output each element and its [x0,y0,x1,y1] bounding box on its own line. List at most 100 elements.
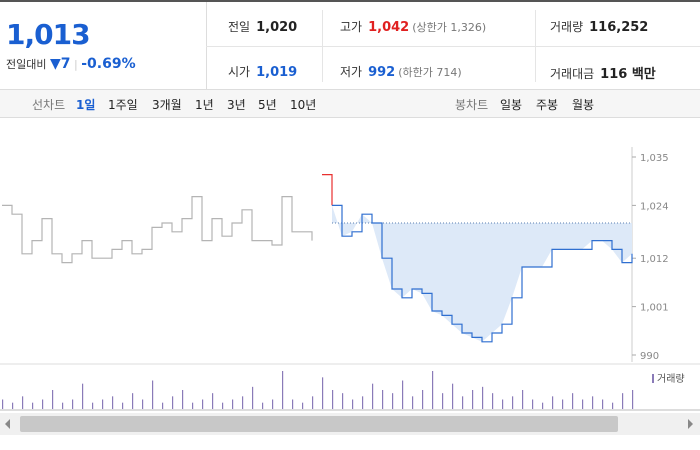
volume-bar [342,393,344,409]
stat-label: 시가 [228,65,251,79]
stat: 고가 1,042 (상한가 1,326) [340,18,486,35]
change-label: 전일대비 [6,58,47,71]
volume-bar [12,402,14,409]
volume-bar [432,371,434,409]
volume-bar [162,402,164,409]
volume-bar [92,402,94,409]
volume-bar [582,399,584,409]
tab[interactable]: 5년 [258,98,277,112]
tab-group-label: 봉차트 [455,98,489,112]
tab[interactable]: 3개월 [152,98,182,112]
volume-bar [22,396,24,409]
stats-divider [206,46,700,47]
stat: 저가 992 (하한가 714) [340,63,462,80]
y-tick-label: 1,024 [640,201,669,212]
volume-bar [572,393,574,409]
scroll-left[interactable] [5,419,10,429]
volume-bar [222,402,224,409]
volume-bar [282,371,284,409]
volume-bar [52,390,54,409]
volume-bar [412,396,414,409]
stat: 전일 1,020 [228,18,297,35]
stat-label: 고가 [340,20,363,34]
scrollbar-thumb[interactable] [20,416,618,432]
stat-value: 1,019 [256,65,298,80]
tab[interactable]: 일봉 [500,98,523,112]
stat-value: 116,252 [589,20,649,35]
tab-bar: 선차트 1일 1주일 3개월 1년 3년 5년 10년 봉차트 일봉 주봉 월봉 [0,90,700,118]
stat-note: (상한가 1,326) [412,21,487,34]
volume-bar [422,390,424,409]
price-line [322,174,333,206]
tab-group-label: 선차트 [32,98,66,112]
volume-bar [632,390,634,409]
volume-bar [232,399,234,409]
volume-bar [592,396,594,409]
volume-bar [242,396,244,409]
quote-header: 1,013 전일대비 ▼7 | -0.69% 전일 1,020 고가 1,042 (상한… [0,0,700,90]
stat-value: 992 [368,65,396,80]
volume-bar [522,390,524,409]
change-value: 7 [60,56,71,72]
volume-bar [402,380,404,409]
volume-bar [82,383,84,409]
stat: 시가 1,019 [228,63,297,80]
volume-bar [2,399,4,409]
price-line [2,196,313,264]
tab[interactable]: 1주일 [108,98,138,112]
volume-bar [542,402,544,409]
y-tick-label: 990 [640,351,659,362]
volume-bar [152,380,154,409]
volume-bar [322,377,324,409]
volume-bar [502,399,504,409]
tab[interactable]: 1년 [195,98,214,112]
volume-bar [32,402,34,409]
volume-bar [362,396,364,409]
change: 전일대비 ▼7 | -0.69% [6,56,136,72]
volume-bar [622,393,624,409]
price-line [332,204,633,343]
volume-bar [562,399,564,409]
area [332,205,632,342]
volume-bar [442,393,444,409]
volume-bar [72,399,74,409]
tab[interactable]: 1일 [76,98,96,112]
scroll-right[interactable] [688,419,693,429]
volume-bar [452,383,454,409]
tab[interactable]: 주봉 [536,98,559,112]
volume-bar [262,402,264,409]
volume-bar [172,396,174,409]
volume-bar [252,386,254,409]
stat-value: 1,042 [368,20,410,35]
stat-note: (하한가 714) [398,66,462,79]
tab[interactable]: 월봉 [572,98,595,112]
volume-bar [42,399,44,409]
volume-bar [352,399,354,409]
volume-bar [372,383,374,409]
price: 1,013 [6,18,91,51]
volume-bar [122,402,124,409]
volume-bar [62,402,64,409]
y-tick-label: 1,012 [640,254,669,265]
legend-label: 거래량 [657,373,685,385]
y-tick-label: 1,001 [640,303,669,314]
volume-bar [602,399,604,409]
volume-bar [112,396,114,409]
volume-bar [142,399,144,409]
volume-bar [292,399,294,409]
volume-bar [312,396,314,409]
stat: 거래량 116,252 [550,18,648,35]
stat: 거래대금 116 백만 [550,63,656,82]
tab[interactable]: 10년 [290,98,317,112]
volume-bar [102,399,104,409]
volume-bar [512,396,514,409]
y-tick-label: 1,035 [640,153,669,164]
stat-label: 저가 [340,65,363,79]
volume-bar [302,402,304,409]
change-arrow: ▼ [49,56,61,72]
stat-value: 1,020 [256,20,298,35]
chart: 1,035 1,024 1,012 1,001 990 거래량 [0,147,700,435]
volume-bar [212,393,214,409]
volume-bar [182,390,184,409]
tab[interactable]: 3년 [227,98,246,112]
